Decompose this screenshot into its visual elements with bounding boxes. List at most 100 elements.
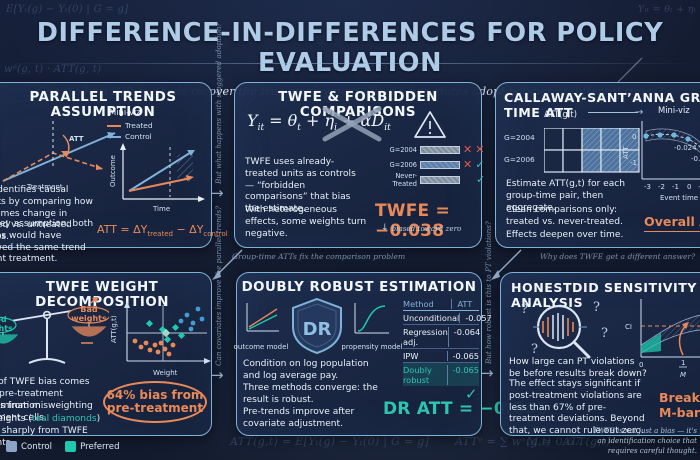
panel1-paragraph-1: DID identifies causal effects by compari…: [0, 185, 93, 243]
table-cell-att: -0.057: [459, 312, 492, 323]
formula-s2: control: [203, 230, 228, 239]
legend-swatch-preferred: [65, 441, 77, 452]
connector-covariates: Can covariates improve the parallel tren…: [214, 205, 223, 366]
diagonal-arrow-right: [491, 249, 522, 280]
panel2-result-note: biased toward zero: [391, 223, 462, 233]
panel5-paragraph-1: Condition on log population and log aver…: [243, 359, 369, 381]
panel3-title: CALLAWAY-SANT’ANNA GROUP-TIME ATT: [504, 90, 700, 120]
comparison-row-label: Never-Treated: [392, 171, 417, 188]
table-cell-att: -0.065: [446, 364, 479, 385]
panel1-formula: ATT = ΔYtreated − ΔYcontrol: [97, 223, 228, 238]
panel1-legend-treated: Treated: [107, 121, 153, 130]
grid-arrow-line: [588, 112, 638, 114]
table-row: IPW -0.065: [403, 349, 479, 363]
panel3-miniviz-caption: Mini-viz: [658, 105, 690, 115]
magnifying-glass-icon: ? ? ? ?: [521, 300, 608, 359]
treated-label: Treated: [125, 121, 153, 130]
balance-scale-icon: Bad weights Good weights: [0, 297, 109, 364]
panel5-result-check-icon: ✓: [465, 385, 478, 403]
panel6-sensitivity-chart: CI 0 1 M: [625, 299, 700, 379]
treatment-label: Treatment: [26, 183, 63, 191]
comparison-mark-check: ✓: [476, 173, 486, 186]
connector-why-twfe-different: Why does TWFE get a different answer?: [540, 252, 696, 261]
bad-weights-label-2: weights: [71, 314, 107, 323]
outcome-model-icon: [246, 303, 279, 332]
table-cell-method: Doubly robust: [403, 364, 432, 385]
eq-tsub: t: [297, 123, 301, 134]
att-label: ATT: [69, 135, 84, 143]
comparison-mark-check: ✓: [475, 158, 485, 171]
panel1-ylabel: Outcome: [109, 155, 117, 187]
panel4-ylabel: ATT(g,t): [110, 315, 118, 343]
panel4-scatter-chart: ATT(g,t) Weight: [110, 301, 211, 377]
panel3-event-study-chart: ATT 0 -1 -3 -2 -1 0 +1 +2 Event time -0.…: [622, 121, 700, 202]
comparison-row: G=2004 ✕ ✕: [373, 143, 485, 156]
panel3-xtick-5: +1: [698, 183, 700, 191]
panel-twfe-forbidden: TWFE & FORBIDDEN COMPARISONS Yit = θt + …: [234, 82, 486, 248]
dr-shield-icon: DR: [292, 297, 342, 355]
table-row-highlighted: Doubly robust -0.065: [403, 363, 479, 386]
legend-item-control: Control: [6, 441, 52, 452]
table-cell-method: Regression adj.: [403, 326, 448, 347]
comparison-mark-x: ✕: [463, 158, 473, 171]
panel6-paragraph-2: The effect stays significant if post-tre…: [509, 379, 645, 437]
panel4-xlabel: Weight: [153, 369, 178, 377]
panel-weight-decomposition: TWFE WEIGHT DECOMPOSITION Bad weights Go…: [0, 272, 212, 448]
panel3-paragraph-3: Effects deepen over time.: [506, 230, 624, 240]
eq-rest: = θ: [264, 111, 298, 130]
panel3-xtick-4: 0: [687, 183, 691, 191]
page-title: DIFFERENCE-IN-DIFFERENCES FOR POLICY EVA…: [36, 18, 664, 78]
panel4-paragraph-1: 64% of TWFE bias comes from pre-treatmen…: [0, 377, 90, 411]
table-header-att: ATT: [451, 299, 479, 309]
formula-op: −: [172, 223, 190, 236]
panel3-grid-label: ATT(g,t): [544, 109, 577, 119]
panel3-result: Overall ATT = −0.065: [644, 214, 700, 232]
panel4-title: TWFE WEIGHT DECOMPOSITION: [35, 280, 169, 310]
panel1-legend-control: Control: [107, 132, 152, 141]
panel4-callout-text: 64% bias from pre-treatment: [106, 387, 204, 415]
question-mark-1: ?: [521, 302, 528, 317]
bg-equation-4: ATT(g,t) = E[Yₜ(g) − Yₜ(0) | G = g]: [230, 435, 430, 448]
comparison-row: Never-Treated ✓: [373, 171, 486, 188]
table-row: Unconditional -0.057: [403, 311, 492, 325]
panel1-miniviz-caption: Mini-viz: [109, 107, 141, 117]
treated-swatch: [107, 124, 121, 127]
question-mark-2: ?: [593, 300, 600, 315]
good-weights-label-2: weights: [0, 324, 13, 333]
panel3-grid-row-label-1: G=2004: [504, 133, 535, 142]
eq-ysub: it: [257, 123, 265, 134]
handwritten-note: TWFE is not just a bias — it's an identi…: [592, 426, 697, 455]
comparison-row-label: G=2006: [389, 160, 417, 169]
dr-shield-label: DR: [303, 319, 332, 340]
diagonal-arrow-top-right: [617, 57, 643, 83]
eq-isub: i: [334, 123, 337, 134]
table-cell-method: IPW: [403, 350, 419, 361]
legend-label-preferred: Preferred: [80, 441, 120, 452]
eq-dsub: it: [384, 123, 391, 134]
panel2-result-note-wrap: ↓ biased toward zero: [381, 223, 461, 233]
legend-item-preferred: Preferred: [65, 441, 120, 452]
panel3-xlabel: Event time: [660, 194, 698, 202]
panel5-paragraph-3: Pre-trends improve after covariate adjus…: [243, 407, 355, 429]
propensity-model-icon: [354, 303, 389, 334]
bg-equation-1: E[Yₜ(g) − Yₜ(0) | G = g]: [6, 4, 129, 15]
panel4-paragraph-2: Rest is from misweighting treatment cell…: [0, 401, 93, 423]
propensity-model-label: propensity model: [341, 343, 403, 351]
table-cell-att: -0.064: [447, 326, 480, 347]
question-mark-3: ?: [601, 326, 608, 341]
panel3-paragraph-2: Clean comparisons only: treated vs. neve…: [506, 205, 623, 227]
connector-arrow-1: →: [211, 184, 224, 202]
equation-crossout-icon: [322, 106, 382, 142]
table-cell-att: -0.065: [446, 350, 479, 361]
formula-lhs: ATT =: [97, 223, 134, 236]
panel6-breakdown-line1: Breakdown: [659, 390, 700, 405]
panel4-callout: 64% bias from pre-treatment: [103, 381, 207, 423]
connector-staggered-adoption: But what happens with staggered adoption…: [214, 22, 223, 184]
comparison-bar: [420, 145, 460, 154]
eq-y: Y: [247, 111, 258, 130]
comparison-mark-x: ✕: [463, 143, 473, 156]
panel5-results-table: Method ATT Unconditional -0.057 Regressi…: [403, 299, 492, 386]
connector-group-time-fix: Group-time ATTs fix the comparison probl…: [232, 252, 406, 261]
good-weights-label-1: Good: [0, 315, 7, 324]
